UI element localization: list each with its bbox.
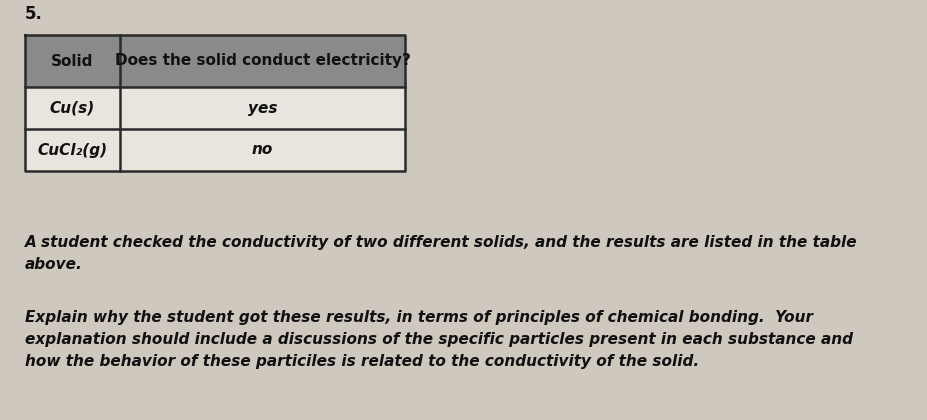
Text: Solid: Solid bbox=[51, 53, 94, 68]
Bar bbox=[25, 129, 405, 171]
Bar bbox=[25, 87, 405, 129]
Text: no: no bbox=[252, 142, 273, 158]
Text: CuCl₂(g): CuCl₂(g) bbox=[37, 142, 108, 158]
Text: Explain why the student got these results, in terms of principles of chemical bo: Explain why the student got these result… bbox=[25, 310, 853, 370]
Text: A student checked the conductivity of two different solids, and the results are : A student checked the conductivity of tw… bbox=[25, 235, 857, 272]
Text: Does the solid conduct electricity?: Does the solid conduct electricity? bbox=[115, 53, 411, 68]
Text: 5.: 5. bbox=[25, 5, 43, 23]
Text: Cu(s): Cu(s) bbox=[50, 100, 95, 116]
Bar bbox=[25, 35, 405, 87]
Text: yes: yes bbox=[248, 100, 277, 116]
